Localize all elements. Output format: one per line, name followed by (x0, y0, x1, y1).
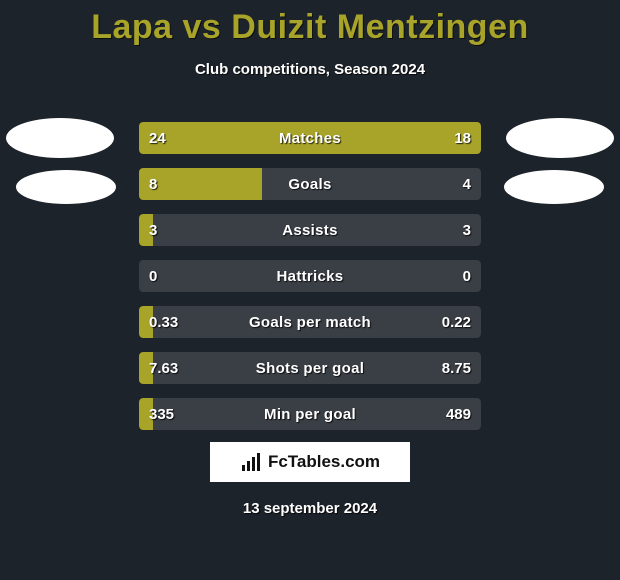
stat-label: Min per goal (139, 398, 481, 430)
brand-logo[interactable]: FcTables.com (210, 442, 410, 482)
team-right-logo-a-icon (506, 118, 614, 158)
page-title: Lapa vs Duizit Mentzingen (0, 0, 620, 47)
stat-label: Goals per match (139, 306, 481, 338)
date-label: 13 september 2024 (0, 500, 620, 517)
stat-row: 00Hattricks (139, 260, 481, 292)
team-left-logo-b-icon (16, 170, 116, 204)
stat-row: 33Assists (139, 214, 481, 246)
stat-row: 2418Matches (139, 122, 481, 154)
stat-label: Matches (139, 122, 481, 154)
team-right-logo-b-icon (504, 170, 604, 204)
stats-table: 2418Matches 84Goals 33Assists 00Hattricks 0.… (139, 122, 481, 430)
brand-text: FcTables.com (268, 452, 380, 472)
team-left-logo-a-icon (6, 118, 114, 158)
stat-row: 7.638.75Shots per goal (139, 352, 481, 384)
stat-row: 0.330.22Goals per match (139, 306, 481, 338)
stat-label: Goals (139, 168, 481, 200)
stat-label: Shots per goal (139, 352, 481, 384)
stat-label: Hattricks (139, 260, 481, 292)
page-subtitle: Club competitions, Season 2024 (0, 61, 620, 78)
stat-label: Assists (139, 214, 481, 246)
stat-row: 335489Min per goal (139, 398, 481, 430)
bars-icon (240, 451, 262, 473)
stat-row: 84Goals (139, 168, 481, 200)
